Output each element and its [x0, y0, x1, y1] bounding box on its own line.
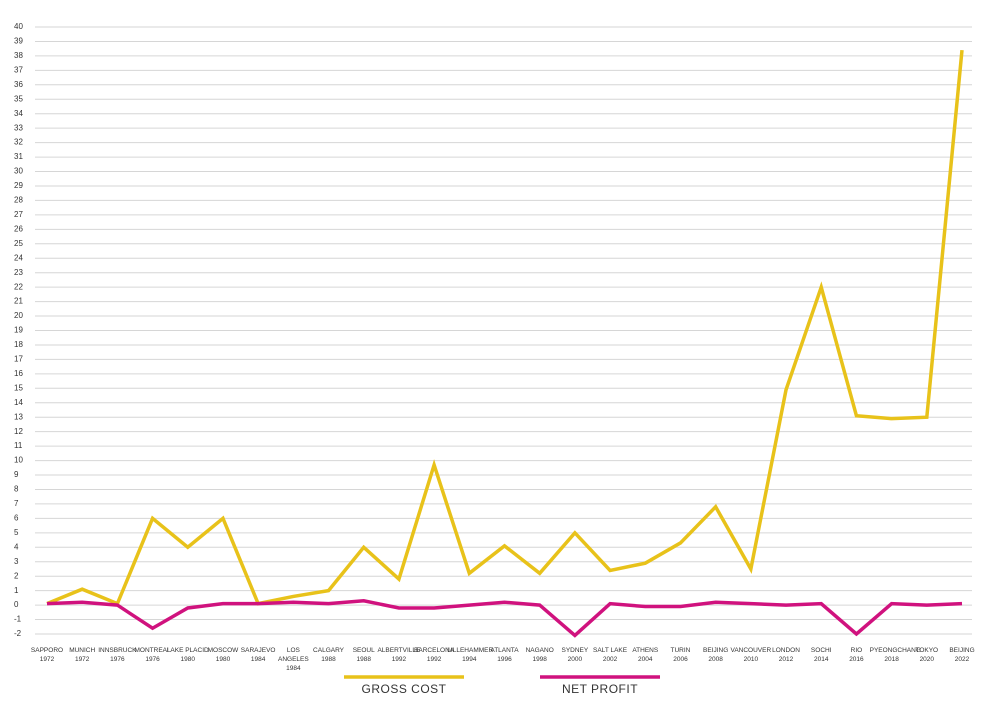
y-tick-label: 35 — [14, 94, 23, 103]
x-tick-label: SOCHI 2014 — [810, 647, 832, 663]
y-tick-label: 26 — [14, 224, 23, 233]
y-tick-label: 28 — [14, 196, 23, 205]
x-tick-label: LONDON 2012 — [772, 647, 800, 663]
y-tick-label: 20 — [14, 311, 23, 320]
x-tick-label: CALGARY 1988 — [313, 647, 344, 663]
y-tick-label: 0 — [14, 600, 19, 609]
y-tick-label: 32 — [14, 138, 23, 147]
series-line — [46, 49, 964, 606]
x-tick-label: ALBERTVILLE 1992 — [377, 647, 421, 663]
y-tick-label: 16 — [14, 369, 23, 378]
x-tick-label: BEIJING 2022 — [949, 647, 975, 663]
y-tick-label: 34 — [14, 109, 23, 118]
x-tick-label: BARCELONA 1992 — [414, 647, 455, 663]
y-tick-label: 36 — [14, 80, 23, 89]
y-tick-label: 29 — [14, 181, 23, 190]
y-tick-label: 14 — [14, 398, 23, 407]
y-tick-label: 24 — [14, 253, 23, 262]
y-tick-label: 13 — [14, 412, 23, 421]
x-tick-label: SARAJEVO 1984 — [240, 647, 276, 663]
y-tick-label: -2 — [14, 629, 22, 638]
x-tick-label: SAPPORO 1972 — [30, 647, 64, 663]
x-tick-label: ATHENS 2004 — [632, 647, 659, 663]
x-tick-label: TOKYO 2020 — [915, 647, 939, 663]
y-tick-label: 7 — [14, 499, 19, 508]
series-line — [46, 598, 963, 638]
y-tick-label: 11 — [14, 441, 23, 450]
y-tick-label: -1 — [14, 615, 22, 624]
x-tick-label: INNSBRUCK 1976 — [98, 647, 137, 663]
y-tick-label: 12 — [14, 427, 23, 436]
y-tick-label: 17 — [14, 355, 23, 364]
y-tick-label: 23 — [14, 268, 23, 277]
x-tick-label: NAGANO 1998 — [525, 647, 554, 663]
y-tick-label: 8 — [14, 485, 19, 494]
y-tick-label: 25 — [14, 239, 23, 248]
y-tick-label: 5 — [14, 528, 19, 537]
x-tick-label: BEIJING 2008 — [702, 647, 729, 663]
x-tick-label: SEOUL 1988 — [352, 647, 375, 663]
x-tick-label: MUNICH 1972 — [69, 647, 96, 663]
y-tick-label: 15 — [14, 383, 23, 392]
y-tick-label: 9 — [14, 470, 19, 479]
y-tick-label: 31 — [14, 152, 23, 161]
x-tick-label: ATLANTA 1996 — [490, 647, 519, 663]
y-tick-label: 39 — [14, 37, 23, 46]
legend-label: GROSS COST — [361, 682, 447, 696]
x-tick-label: MONTREAL 1976 — [134, 647, 171, 663]
y-tick-label: 27 — [14, 210, 23, 219]
x-tick-label: PYEONGCHANG 2018 — [869, 647, 921, 663]
y-tick-label: 6 — [14, 513, 19, 522]
x-tick-label: LOS ANGELES 1984 — [277, 647, 309, 672]
y-tick-label: 40 — [14, 22, 23, 31]
y-tick-label: 30 — [14, 167, 23, 176]
x-tick-label: VANCOUVER 2010 — [730, 647, 772, 663]
y-tick-label: 4 — [14, 542, 19, 551]
y-tick-label: 22 — [14, 282, 23, 291]
y-tick-label: 10 — [14, 456, 23, 465]
x-tick-label: SALT LAKE 2002 — [593, 647, 628, 663]
y-tick-label: 37 — [14, 65, 23, 74]
y-tick-label: 33 — [14, 123, 23, 132]
y-tick-label: 18 — [14, 340, 23, 349]
x-tick-label: MOSCOW 1980 — [207, 647, 239, 663]
y-tick-label: 2 — [14, 571, 19, 580]
x-tick-label: RIO 2016 — [849, 647, 864, 663]
x-tick-label: TURIN 2006 — [670, 647, 691, 663]
x-tick-label: SYDNEY 2000 — [561, 647, 589, 663]
y-tick-label: 38 — [14, 51, 23, 60]
y-tick-label: 3 — [14, 557, 19, 566]
y-tick-label: 19 — [14, 326, 23, 335]
y-tick-label: 1 — [14, 586, 19, 595]
legend-label: NET PROFIT — [561, 682, 639, 696]
y-tick-label: 21 — [14, 297, 23, 306]
x-tick-label: LAKE PLACID 1980 — [166, 647, 209, 663]
x-tick-label: LILLEHAMMER 1994 — [447, 647, 494, 663]
